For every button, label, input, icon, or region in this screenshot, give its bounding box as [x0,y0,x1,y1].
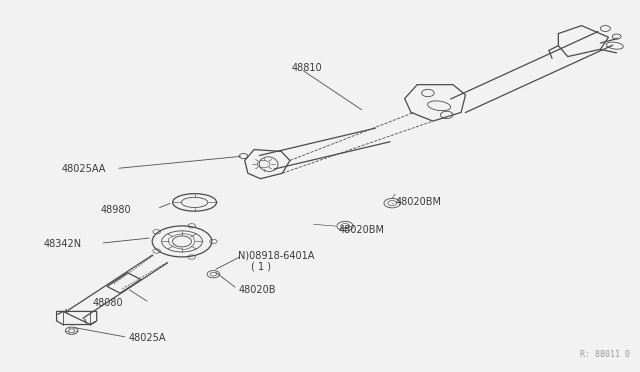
Text: 48080: 48080 [93,298,124,308]
Text: N)08918-6401A: N)08918-6401A [239,250,315,260]
Text: 48020B: 48020B [239,285,276,295]
Text: 48020BM: 48020BM [339,225,385,235]
Text: ( 1 ): ( 1 ) [251,261,271,271]
Text: R: 88011 0: R: 88011 0 [580,350,630,359]
Text: 48025AA: 48025AA [61,164,106,173]
Text: 48342N: 48342N [44,239,82,249]
Text: 48810: 48810 [292,62,323,73]
Text: 48020BM: 48020BM [396,198,441,208]
Text: 48025A: 48025A [129,333,166,343]
Text: 48980: 48980 [100,205,131,215]
